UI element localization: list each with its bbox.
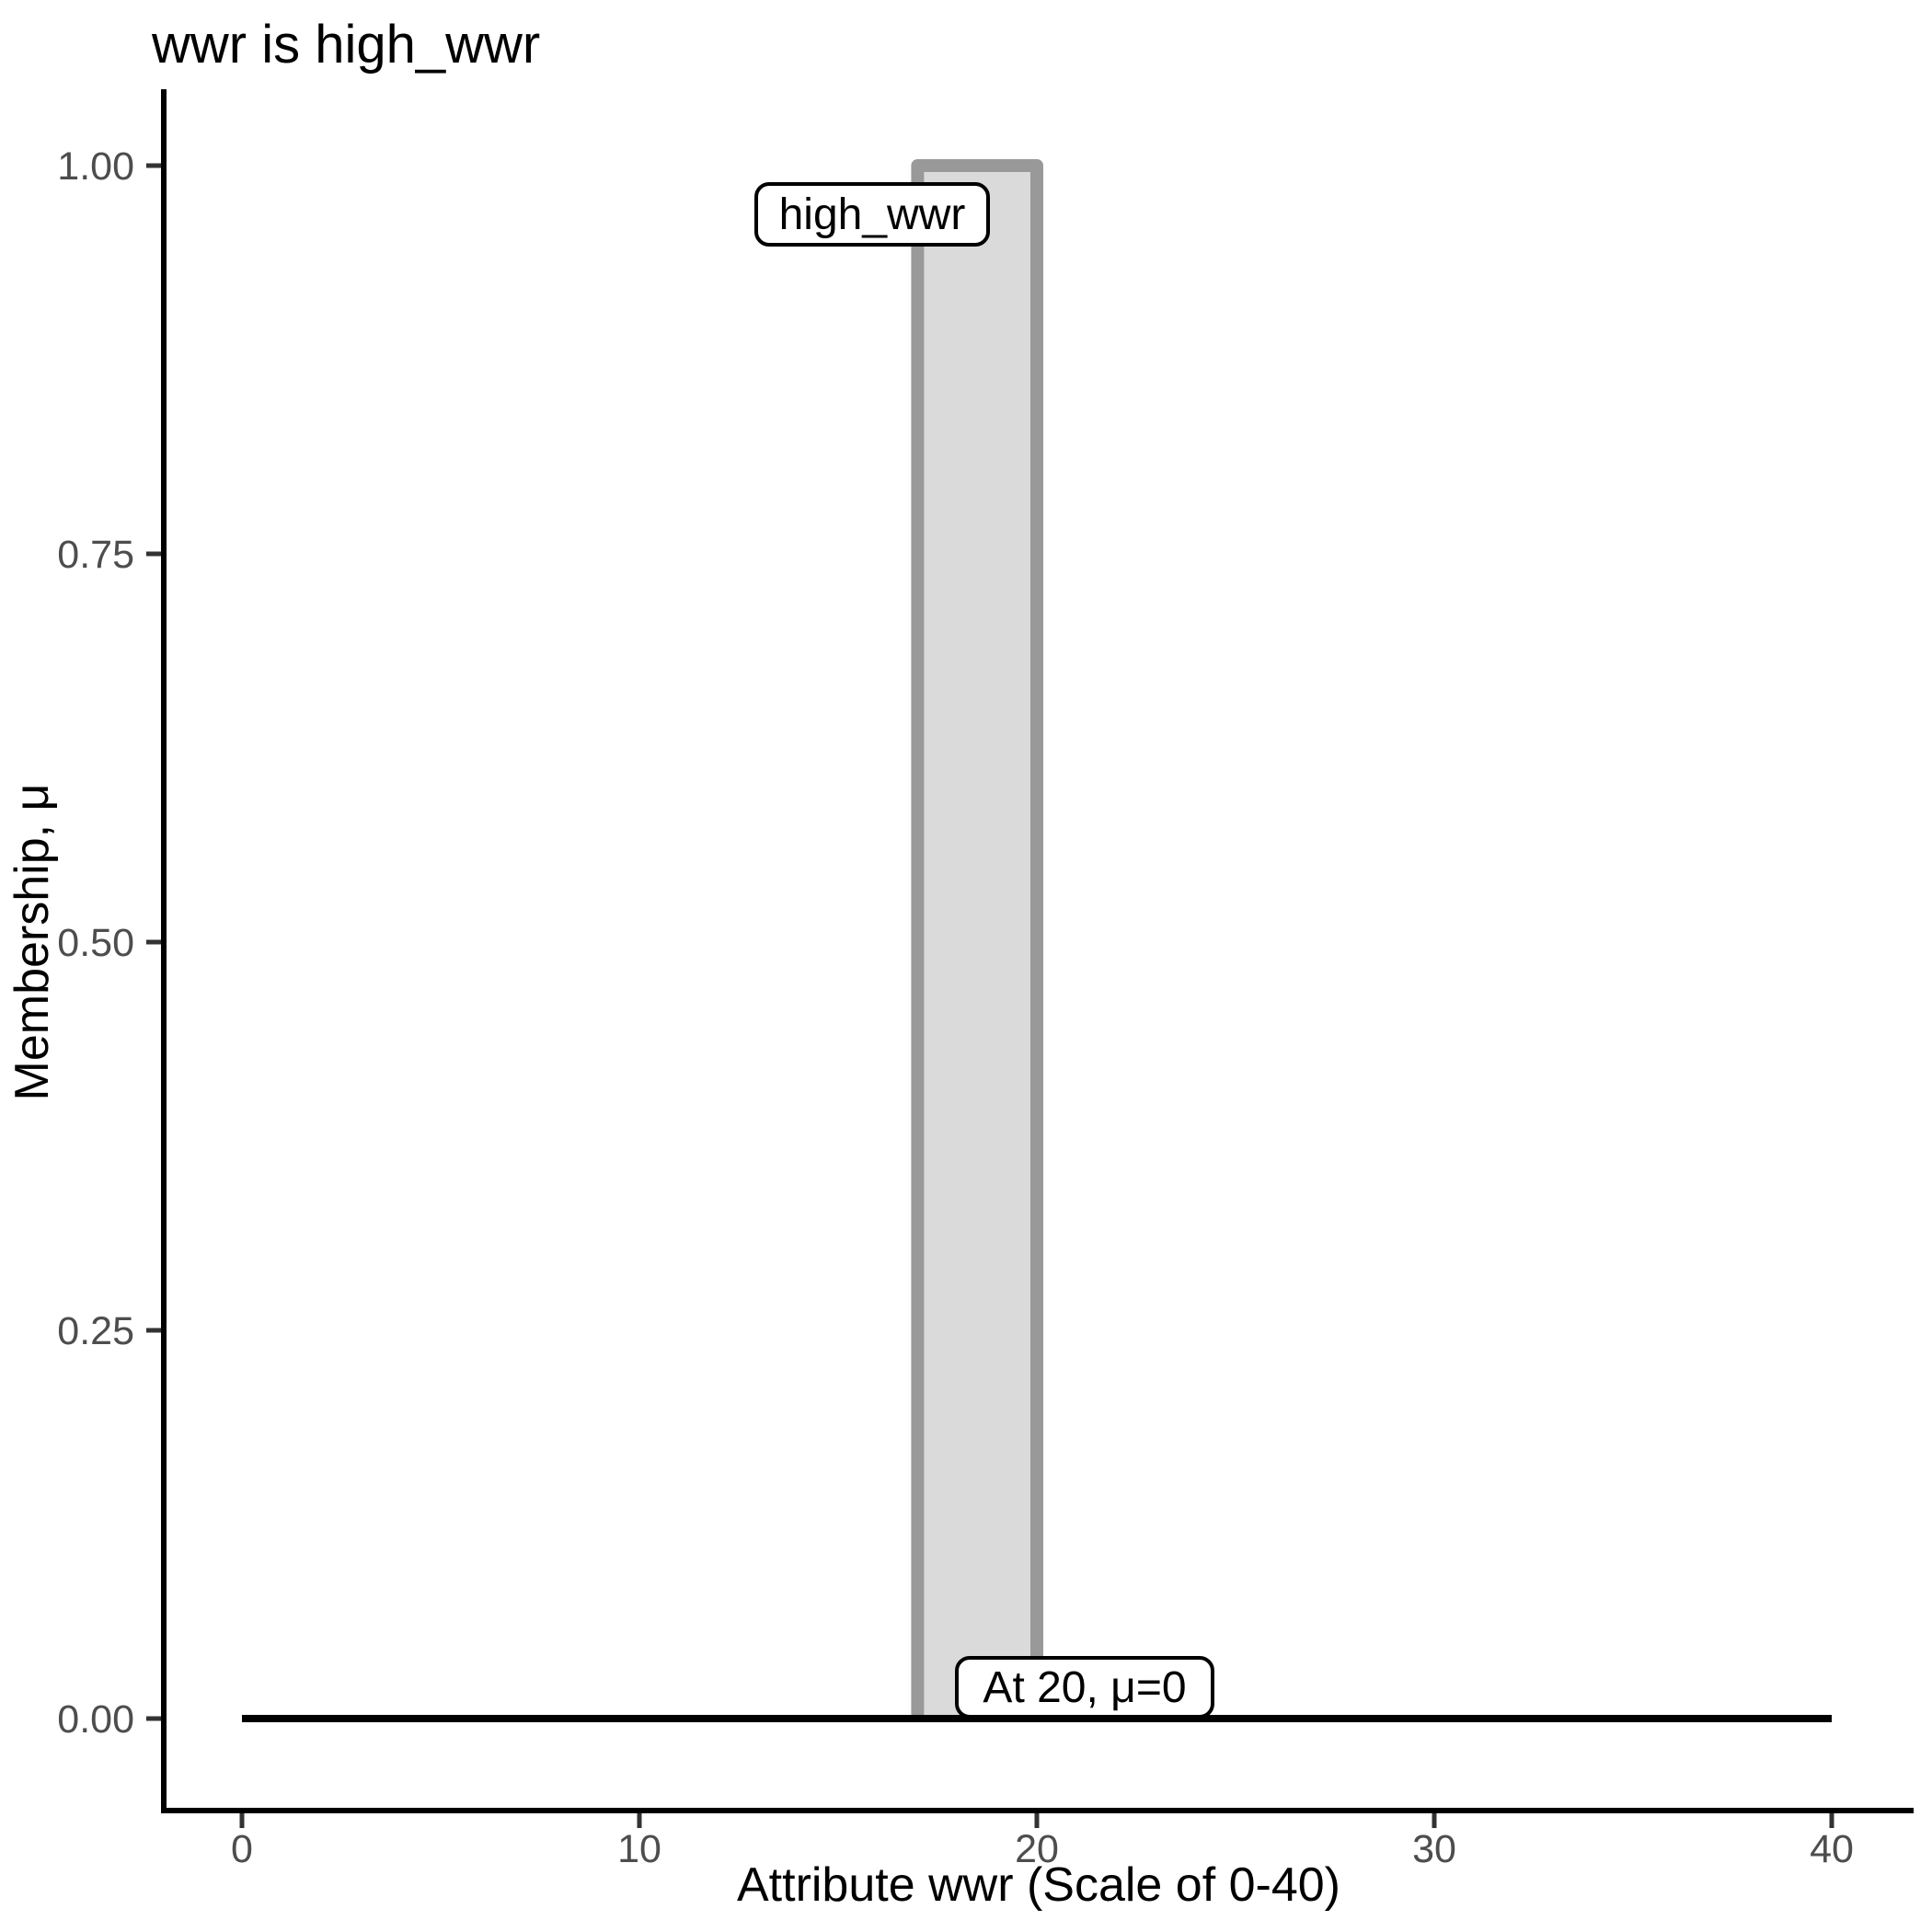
x-tick-label: 10 (617, 1827, 661, 1871)
annotation-at-20-box (955, 1656, 1214, 1719)
y-tick-label: 0.25 (57, 1309, 134, 1353)
x-axis-title: Attribute wwr (Scale of 0-40) (737, 1858, 1340, 1912)
x-tick-label: 30 (1412, 1827, 1456, 1871)
annotation-high-wwr-box (754, 182, 990, 247)
x-tick-label: 20 (1015, 1827, 1059, 1871)
y-tick-label: 1.00 (57, 144, 134, 189)
membership-area-fill (917, 166, 1037, 1719)
y-tick-label: 0.50 (57, 921, 134, 965)
plot-title: wwr is high_wwr (151, 15, 540, 75)
y-axis-title: Membership, μ (6, 784, 59, 1101)
x-tick-label: 0 (231, 1827, 253, 1871)
annotation-high-wwr: high_wwr (754, 182, 990, 247)
y-axis-ticks: 0.00 0.25 0.50 0.75 1.00 (57, 144, 161, 1742)
annotation-high-wwr-label: high_wwr (779, 190, 966, 239)
axes (161, 89, 1914, 1813)
x-tick-label: 40 (1810, 1827, 1854, 1871)
annotation-at-20: At 20, μ=0 (955, 1656, 1214, 1719)
y-tick-label: 0.75 (57, 533, 134, 577)
x-axis-ticks: 0 10 20 30 40 (231, 1813, 1854, 1871)
annotation-at-20-label: At 20, μ=0 (983, 1663, 1186, 1712)
membership-area-outline (911, 159, 1043, 1719)
y-tick-label: 0.00 (57, 1697, 134, 1742)
